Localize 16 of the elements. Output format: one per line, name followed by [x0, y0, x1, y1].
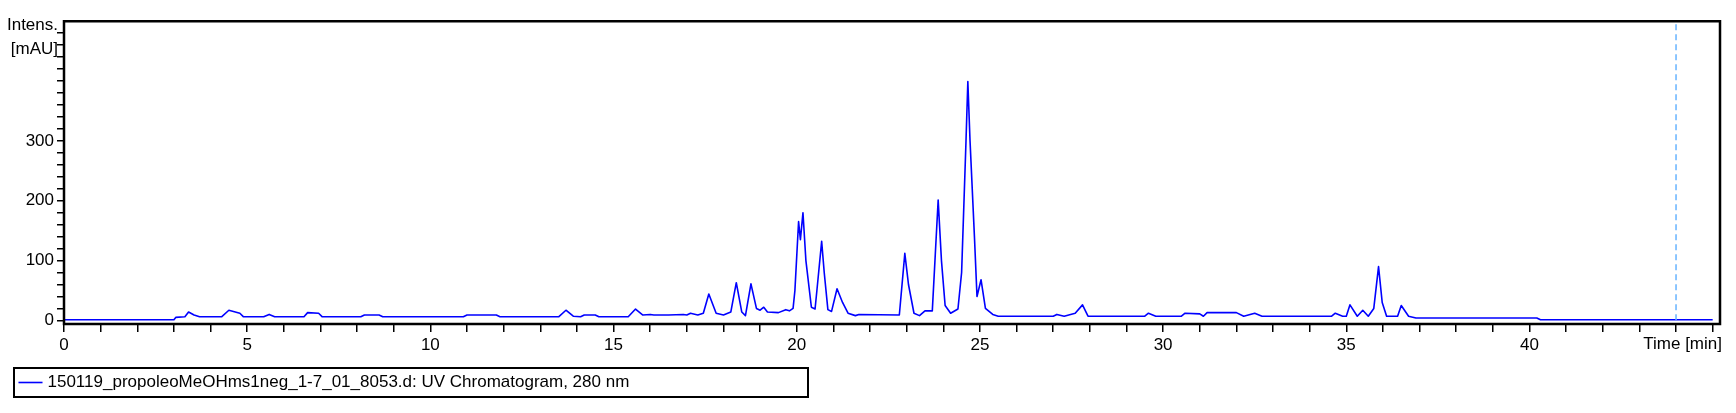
y-tick-label: 300: [25, 130, 54, 150]
x-tick-label: 40: [1520, 334, 1539, 354]
y-tick-label: 200: [25, 190, 54, 210]
x-tick-label: 0: [59, 334, 69, 354]
y-tick-label: 100: [25, 250, 54, 270]
legend-label: 150119_propoleoMeOHms1neg_1-7_01_8053.d: UV Chromatogram, 280 nm: [47, 372, 630, 392]
x-axis-title: Time [min]: [1643, 334, 1722, 354]
x-tick-label: 5: [242, 334, 252, 354]
x-tick-label: 25: [970, 334, 990, 354]
x-tick-label: 30: [1153, 334, 1173, 354]
x-tick-label: 35: [1336, 334, 1356, 354]
x-tick-label: 10: [420, 334, 440, 354]
y-axis-title: Intens. [mAU]: [6, 15, 58, 59]
y-tick-label: 0: [44, 310, 54, 330]
x-tick-label: 15: [604, 334, 624, 354]
x-tick-label: 20: [787, 334, 807, 354]
